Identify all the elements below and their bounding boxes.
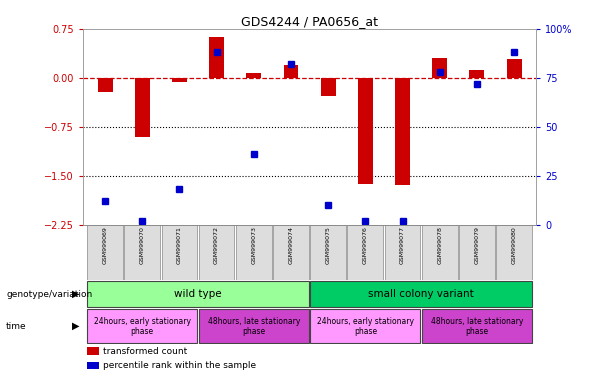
Bar (358, 78, 373, 184)
FancyBboxPatch shape (162, 225, 197, 280)
Text: GSM999078: GSM999078 (437, 226, 442, 264)
FancyBboxPatch shape (124, 225, 160, 280)
Text: GSM999073: GSM999073 (251, 226, 256, 264)
FancyBboxPatch shape (87, 225, 123, 280)
FancyBboxPatch shape (496, 225, 532, 280)
Bar (87, 362, 99, 369)
FancyBboxPatch shape (199, 225, 234, 280)
Text: GSM999070: GSM999070 (140, 226, 145, 264)
Bar (470, 70, 484, 78)
Text: GSM999072: GSM999072 (214, 226, 219, 264)
FancyBboxPatch shape (87, 281, 309, 307)
FancyBboxPatch shape (199, 310, 309, 343)
Text: GSM999074: GSM999074 (289, 226, 294, 264)
Text: GSM999077: GSM999077 (400, 226, 405, 264)
Bar (395, 78, 410, 185)
Title: GDS4244 / PA0656_at: GDS4244 / PA0656_at (241, 15, 378, 28)
Text: percentile rank within the sample: percentile rank within the sample (103, 361, 256, 370)
FancyBboxPatch shape (422, 310, 532, 343)
Text: wild type: wild type (174, 289, 222, 299)
Text: time: time (6, 322, 27, 331)
Bar (172, 78, 187, 82)
FancyBboxPatch shape (236, 225, 272, 280)
FancyBboxPatch shape (310, 225, 346, 280)
FancyBboxPatch shape (87, 310, 197, 343)
Text: GSM999079: GSM999079 (474, 226, 479, 264)
Bar (135, 78, 150, 137)
FancyBboxPatch shape (459, 225, 495, 280)
FancyBboxPatch shape (348, 225, 383, 280)
Text: GSM999076: GSM999076 (363, 226, 368, 264)
FancyBboxPatch shape (310, 281, 532, 307)
FancyBboxPatch shape (385, 225, 421, 280)
Text: 48hours, late stationary
phase: 48hours, late stationary phase (431, 316, 523, 336)
Bar (97, 78, 113, 92)
Text: GSM999075: GSM999075 (326, 226, 330, 264)
Bar (246, 73, 261, 78)
Bar (209, 36, 224, 78)
Text: 48hours, late stationary
phase: 48hours, late stationary phase (208, 316, 300, 336)
Bar (506, 60, 522, 78)
Text: transformed count: transformed count (103, 347, 188, 356)
Bar (87, 347, 99, 354)
Text: 24hours, early stationary
phase: 24hours, early stationary phase (317, 316, 414, 336)
Text: GSM999080: GSM999080 (512, 226, 517, 264)
Text: ▶: ▶ (72, 289, 80, 299)
FancyBboxPatch shape (310, 310, 421, 343)
Text: 24hours, early stationary
phase: 24hours, early stationary phase (94, 316, 191, 336)
Text: genotype/variation: genotype/variation (6, 290, 93, 299)
Text: GSM999069: GSM999069 (102, 226, 107, 264)
FancyBboxPatch shape (273, 225, 309, 280)
Bar (432, 58, 447, 78)
Bar (284, 65, 299, 78)
Text: GSM999071: GSM999071 (177, 226, 182, 264)
FancyBboxPatch shape (422, 225, 457, 280)
Text: ▶: ▶ (72, 321, 80, 331)
Bar (321, 78, 335, 96)
Text: small colony variant: small colony variant (368, 289, 474, 299)
